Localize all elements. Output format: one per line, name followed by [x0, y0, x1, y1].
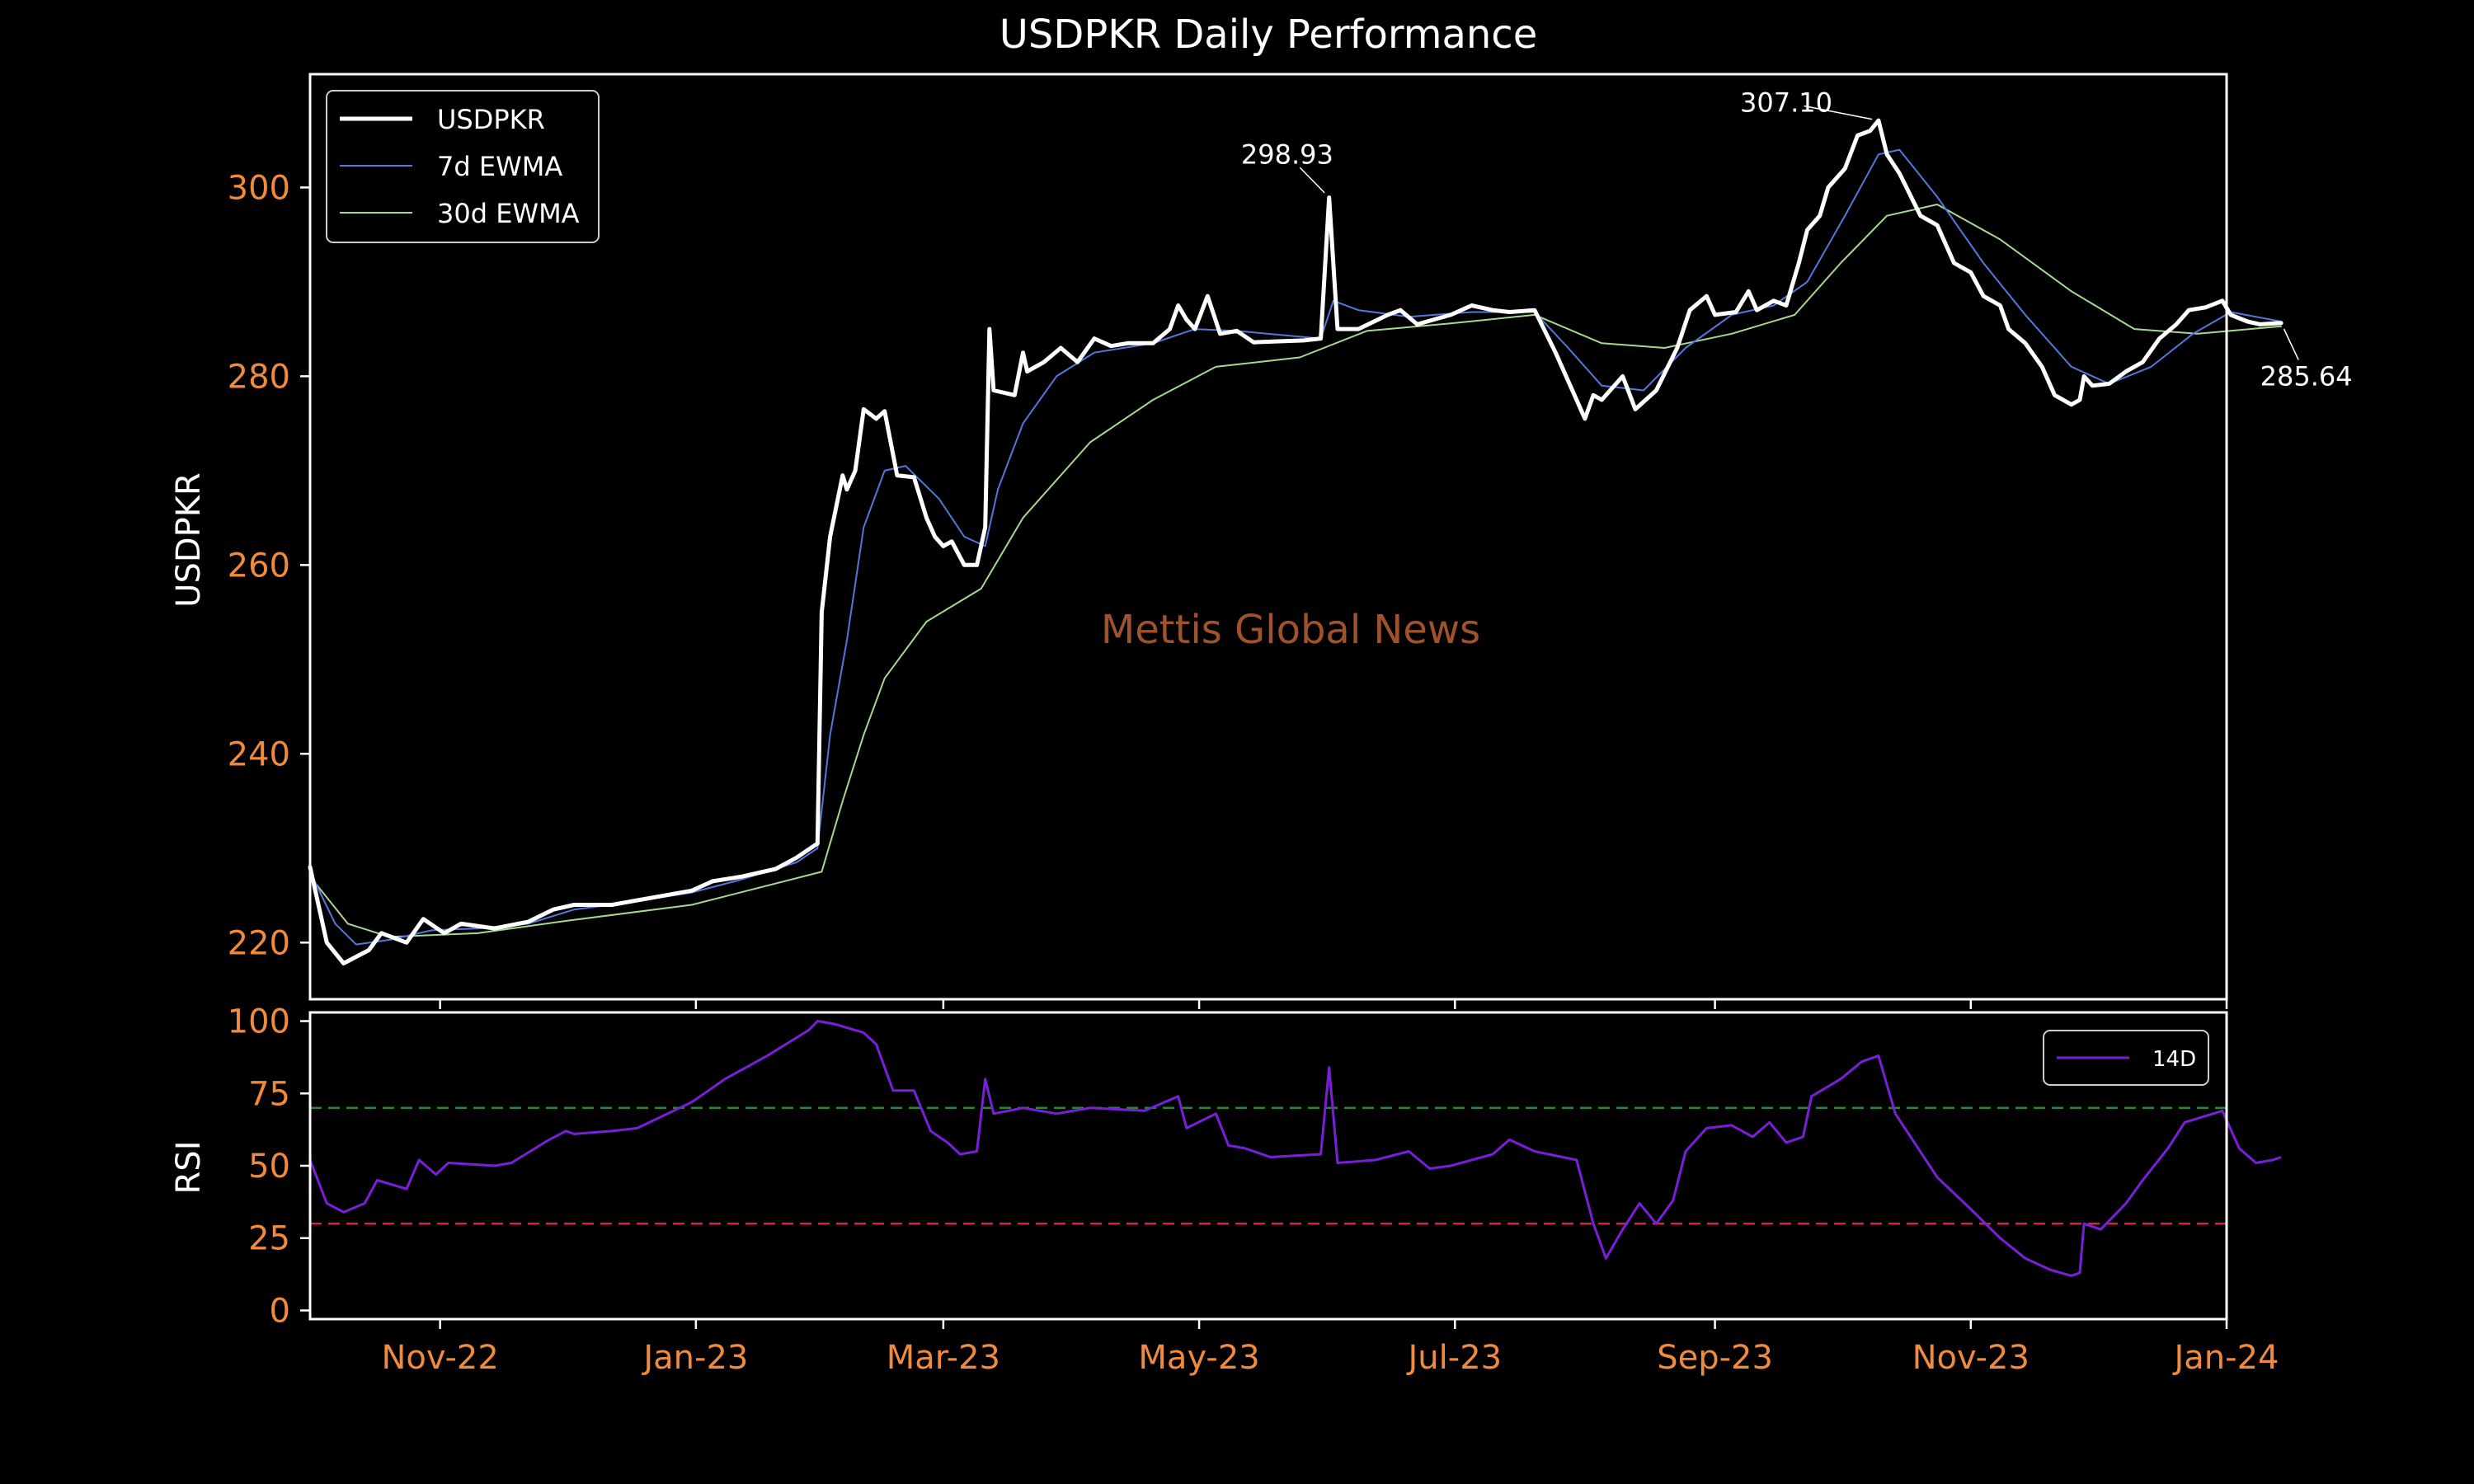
- price-ytick-label: 220: [228, 924, 290, 962]
- rsi-lines: [308, 1020, 2282, 1277]
- price-ytick-label: 300: [228, 169, 290, 207]
- legend-label-usdpkr: USDPKR: [437, 104, 545, 135]
- xtick-label: Sep-23: [1657, 1339, 1773, 1377]
- rsi-panel: 0 25 50 75 100 Nov-22 Jan-23 Mar-23 May-23 Jul-2…: [170, 1003, 2282, 1377]
- price-frame: [308, 73, 2228, 1001]
- price-x-ticks: [439, 999, 2228, 1009]
- rsi-ytick-label: 75: [248, 1075, 290, 1113]
- legend-label-ewma30: 30d EWMA: [437, 198, 580, 229]
- price-panel: Mettis Global News 298.93 307.10 285.64 22…: [170, 73, 2353, 1009]
- price-y-axis: 220 240 260 280 300: [228, 169, 310, 962]
- annotation-label-2: 285.64: [2260, 360, 2353, 392]
- price-ytick-label: 280: [228, 358, 290, 396]
- xtick-label: Nov-23: [1912, 1339, 2030, 1377]
- annotation-connector-1: [1804, 105, 1873, 120]
- price-ytick-label: 260: [228, 547, 290, 585]
- annotation-connector-0: [1299, 167, 1325, 194]
- rsi-y-axis-label: RSI: [170, 1141, 208, 1195]
- annotation-connector-2: [2283, 328, 2299, 360]
- chart-title: USDPKR Daily Performance: [999, 12, 1537, 58]
- legend-label-rsi: 14D: [2152, 1047, 2196, 1072]
- rsi-ytick-label: 100: [228, 1003, 290, 1041]
- rsi-ytick-label: 50: [248, 1148, 290, 1186]
- rsi-ytick-label: 25: [248, 1220, 290, 1258]
- price-annotations: 298.93 307.10 285.64: [1241, 87, 2353, 392]
- price-ytick-label: 240: [228, 735, 290, 773]
- rsi-legend: 14D: [2043, 1030, 2209, 1086]
- price-plot-area: [310, 74, 2227, 999]
- annotation-label-0: 298.93: [1241, 139, 1333, 170]
- price-legend: USDPKR 7d EWMA 30d EWMA: [326, 90, 600, 243]
- rsi-14d-line: [308, 1020, 2282, 1277]
- price-y-axis-label: USDPKR: [170, 472, 208, 608]
- xtick-label: Mar-23: [887, 1339, 1000, 1377]
- usdpkr-line: [308, 118, 2284, 965]
- xtick-label: Jan-24: [2172, 1339, 2279, 1377]
- price-lines: [308, 118, 2284, 965]
- xtick-label: Jan-23: [641, 1339, 748, 1377]
- rsi-y-axis: 0 25 50 75 100: [228, 1003, 310, 1330]
- legend-label-ewma7: 7d EWMA: [437, 151, 562, 182]
- rsi-ytick-label: 0: [270, 1292, 290, 1330]
- ewma30-line: [309, 204, 2283, 938]
- xtick-label: Nov-22: [381, 1339, 498, 1377]
- xtick-label: Jul-23: [1406, 1339, 1503, 1377]
- price-legend-box: [326, 90, 600, 243]
- xtick-label: May-23: [1138, 1339, 1259, 1377]
- rsi-plot-area: [310, 1012, 2227, 1319]
- watermark: Mettis Global News: [1101, 607, 1480, 653]
- rsi-x-axis: Nov-22 Jan-23 Mar-23 May-23 Jul-23 Sep-23 Nov-…: [381, 1319, 2279, 1377]
- annotation-label-1: 307.10: [1740, 87, 1832, 118]
